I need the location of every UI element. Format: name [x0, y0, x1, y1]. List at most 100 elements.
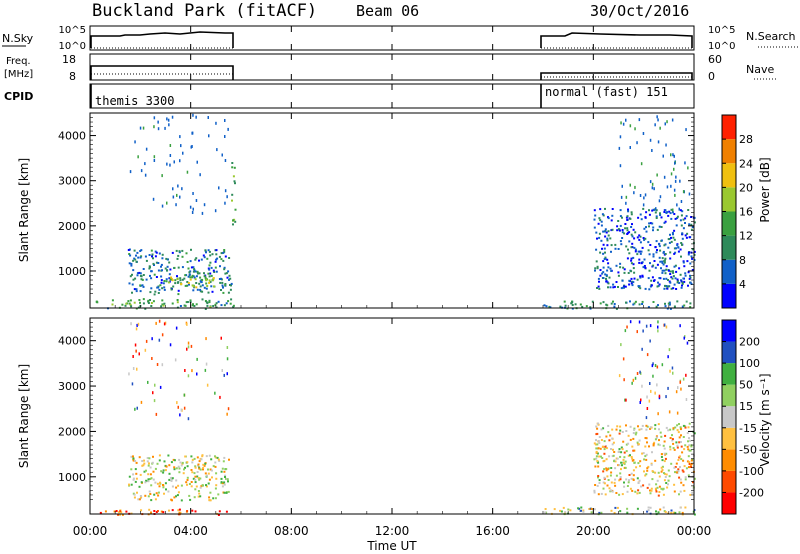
power-cell	[151, 253, 154, 256]
velocity-cell	[660, 487, 663, 490]
velocity-cell	[604, 445, 607, 448]
velocity-cell	[153, 399, 156, 403]
power-cell	[168, 261, 171, 264]
power-cell	[632, 303, 635, 306]
velocity-cell	[544, 511, 547, 514]
velocity-cell	[657, 423, 660, 426]
power-cell	[168, 123, 170, 127]
power-cell	[687, 251, 690, 254]
velocity-cell	[663, 460, 666, 463]
velocity-cell	[134, 343, 137, 347]
velocity-cell	[625, 424, 627, 427]
velocity-cell	[156, 462, 159, 465]
power-cell	[205, 301, 208, 304]
power-cell	[205, 287, 208, 290]
power-cell	[651, 276, 654, 279]
power-cell	[619, 215, 622, 218]
power-cell	[617, 248, 620, 250]
velocity-cell	[672, 427, 675, 430]
power-cell	[655, 251, 658, 254]
power-cell	[664, 209, 667, 212]
power-cell	[133, 301, 136, 304]
power-cell	[194, 270, 197, 273]
noise-left-tick-bottom: 10^0	[59, 41, 86, 52]
power-cell	[177, 281, 180, 284]
velocity-cell	[661, 459, 664, 462]
power-cell	[208, 134, 210, 138]
power-cell	[191, 145, 193, 148]
power-cell	[221, 284, 224, 287]
velocity-cell	[667, 483, 669, 486]
power-cell	[142, 274, 145, 276]
velocity-cell	[631, 445, 634, 448]
power-cell	[136, 272, 139, 275]
velocity-cell	[671, 366, 674, 370]
velocity-cell	[597, 475, 600, 477]
velocity-cell	[158, 338, 161, 342]
velocity-cell	[168, 509, 170, 512]
velocity-cell	[632, 437, 635, 440]
velocity-cell	[598, 482, 601, 484]
colorbar-tick-label: -15	[739, 422, 757, 435]
power-cell	[632, 267, 635, 270]
power-cell	[658, 245, 661, 248]
velocity-cell	[650, 487, 653, 490]
velocity-cell	[625, 450, 628, 453]
power-cell	[224, 159, 227, 162]
velocity-cell	[170, 480, 173, 482]
velocity-cell	[152, 478, 155, 481]
power-cell	[192, 270, 195, 273]
power-cell	[691, 257, 694, 260]
power-cell	[656, 249, 658, 251]
velocity-cell	[685, 373, 687, 377]
power-cell	[161, 204, 164, 208]
velocity-cell	[163, 322, 166, 326]
power-cell	[168, 273, 171, 276]
power-cell	[643, 227, 646, 230]
power-cell	[145, 147, 148, 151]
velocity-cell	[677, 431, 680, 434]
colorbar-tick-label: 12	[739, 230, 753, 243]
power-cell	[624, 285, 627, 288]
power-cell	[682, 227, 685, 230]
power-cell	[674, 161, 676, 165]
power-cell	[229, 302, 232, 305]
velocity-cell	[143, 470, 146, 473]
power-cell	[667, 302, 670, 305]
velocity-cell	[673, 466, 676, 469]
velocity-cell	[639, 370, 641, 374]
power-cell	[612, 300, 614, 303]
power-cell	[693, 250, 696, 253]
velocity-cell	[646, 353, 649, 357]
power-cell	[687, 253, 690, 256]
velocity-cell	[128, 483, 130, 486]
power-cell	[648, 225, 650, 228]
power-cell	[224, 119, 226, 122]
velocity-cell	[137, 322, 140, 326]
velocity-cell	[160, 470, 163, 473]
velocity-cell	[657, 494, 660, 497]
power-cell	[204, 249, 207, 252]
power-cell	[620, 287, 623, 290]
velocity-cell	[645, 424, 648, 427]
power-cell	[680, 286, 683, 289]
nave-label: Nave	[746, 63, 774, 76]
power-cell	[668, 241, 671, 244]
velocity-cell	[650, 489, 653, 492]
power-cell	[673, 265, 676, 268]
velocity-cell	[130, 483, 133, 486]
colorbar-tick-label: 24	[739, 157, 753, 170]
velocity-cell	[627, 434, 630, 437]
velocity-cell	[658, 475, 661, 478]
power-cell	[669, 281, 672, 284]
velocity-cell	[610, 481, 613, 484]
velocity-cell	[682, 424, 685, 427]
power-cell	[189, 276, 192, 279]
velocity-cell	[651, 478, 654, 481]
power-cell	[645, 211, 648, 214]
velocity-cell	[650, 463, 653, 466]
velocity-cell	[619, 476, 622, 479]
velocity-cell	[170, 498, 173, 501]
power-cell	[205, 282, 208, 285]
velocity-cell	[658, 485, 661, 488]
